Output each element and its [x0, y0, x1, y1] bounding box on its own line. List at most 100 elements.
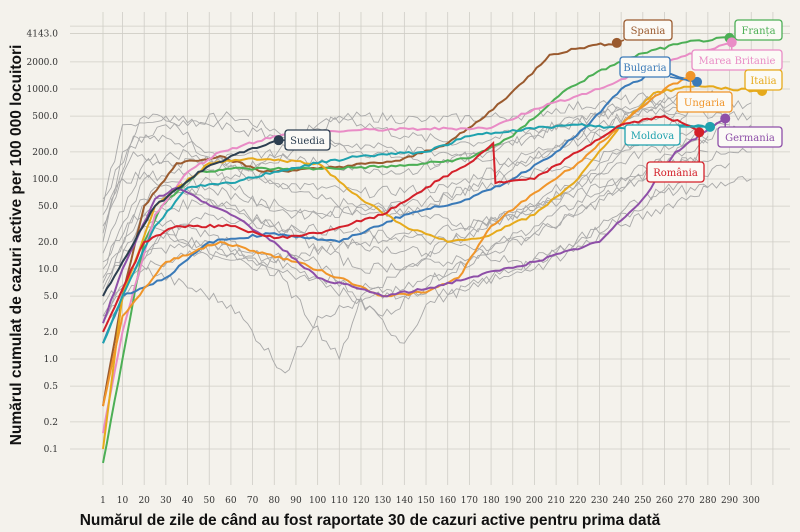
background-series-line	[102, 149, 708, 317]
x-tick-label: 150	[417, 496, 434, 506]
x-tick-label: 50	[204, 496, 216, 506]
series-line-germania	[102, 117, 726, 324]
y-tick-label: 100.0	[32, 175, 58, 185]
series-end-marker	[705, 121, 716, 132]
series-end-marker	[611, 37, 622, 48]
series-line-spania	[102, 41, 618, 407]
series-label-box	[646, 161, 705, 183]
x-tick-label: 170	[461, 496, 478, 506]
series-end-marker	[273, 135, 284, 146]
x-axis-title: Numărul de zile de când au fost raportat…	[80, 512, 661, 529]
series-line-suedia	[102, 139, 279, 297]
x-tick-label: 250	[634, 496, 651, 506]
y-tick-label: 1000.0	[27, 85, 59, 95]
background-series-line	[102, 91, 687, 278]
x-tick-label: 180	[482, 496, 499, 506]
series-label: Marea Britanie	[699, 56, 776, 67]
series-label-box	[623, 19, 673, 41]
x-tick-label: 260	[656, 496, 673, 506]
series-end-marker	[726, 37, 737, 48]
series-label: Italia	[750, 76, 776, 87]
series-labels: Spania Franța Marea Britanie Bulgaria Italia…	[273, 19, 783, 183]
x-tick-label: 270	[678, 496, 695, 506]
x-tick-label: 300	[743, 496, 760, 506]
series-end-marker	[720, 113, 731, 124]
x-tick-label: 80	[269, 496, 281, 506]
series-label: Moldova	[631, 131, 675, 142]
series-label-box	[691, 49, 783, 71]
x-tick-label: 60	[225, 496, 237, 506]
series-label-box	[619, 56, 671, 78]
x-tick-label: 200	[526, 496, 543, 506]
background-series-line	[102, 176, 752, 344]
x-tick-label: 280	[699, 496, 716, 506]
x-tick-label: 210	[548, 496, 565, 506]
x-tick-label: 70	[247, 496, 259, 506]
y-tick-label: 10.0	[38, 265, 58, 275]
y-tick-label: 4143.0	[27, 29, 59, 39]
series-line-bulgaria	[102, 71, 698, 344]
background-series-line	[102, 115, 687, 270]
series-label-box	[676, 91, 733, 113]
grid	[70, 12, 790, 485]
x-tick-label: 90	[290, 496, 302, 506]
x-tick-label: 110	[331, 496, 348, 506]
x-tick-label: 40	[182, 496, 194, 506]
series-line-românia	[102, 115, 700, 333]
series-line-italia	[102, 84, 763, 450]
series-label: Franța	[741, 26, 775, 37]
x-axis-ticks: 1 10 20 30 40 50 60 70 80 90 100 110 120 130 140 150 160…	[100, 496, 760, 506]
y-tick-label: 50.0	[38, 202, 58, 212]
y-axis-title: Numărul cumulat de cazuri active per 100…	[8, 45, 25, 446]
series-line-marea-britanie	[102, 41, 732, 434]
series-label: Ungaria	[684, 98, 725, 109]
x-tick-label: 220	[569, 496, 586, 506]
series-label-box	[624, 124, 681, 146]
x-tick-label: 290	[721, 496, 738, 506]
series-label: Spania	[631, 26, 666, 37]
series-line-ungaria	[102, 74, 691, 407]
background-series-line	[102, 104, 687, 200]
y-tick-label: 500.0	[32, 112, 58, 122]
x-tick-label: 230	[591, 496, 608, 506]
series-label: Bulgaria	[623, 63, 666, 74]
series-label-box	[284, 129, 331, 151]
x-tick-label: 100	[309, 496, 326, 506]
background-series-line	[102, 98, 752, 207]
x-tick-label: 160	[439, 496, 456, 506]
series-label-box	[717, 126, 783, 148]
background-series-line	[102, 135, 709, 317]
series-line-moldova	[102, 123, 711, 344]
y-tick-label: 1.0	[44, 355, 59, 365]
x-tick-label: 30	[160, 496, 172, 506]
background-series-line	[102, 135, 665, 254]
series-label-box	[734, 19, 783, 41]
x-tick-label: 10	[117, 496, 129, 506]
series-end-marker	[694, 127, 705, 138]
y-tick-label: 0.1	[44, 445, 58, 455]
x-tick-label: 190	[504, 496, 521, 506]
x-tick-label: 130	[374, 496, 391, 506]
y-axis-ticks: 4143.0 2000.0 1000.0 500.0 200.0 100.0 50.0 20.…	[27, 29, 59, 455]
y-tick-label: 200.0	[32, 148, 58, 158]
y-tick-label: 0.2	[44, 418, 58, 428]
y-tick-label: 5.0	[44, 292, 59, 302]
series-label: Suedia	[290, 136, 325, 147]
x-tick-label: 240	[613, 496, 630, 506]
series-end-marker	[692, 76, 703, 87]
y-tick-label: 2.0	[44, 328, 59, 338]
y-tick-label: 20.0	[38, 238, 58, 248]
x-tick-label: 120	[352, 496, 369, 506]
x-tick-label: 20	[138, 496, 150, 506]
series-label: România	[653, 168, 698, 179]
series-label: Germania	[725, 133, 775, 144]
series-end-marker	[685, 70, 696, 81]
x-tick-label: 1	[100, 496, 106, 506]
background-series-line	[102, 139, 709, 324]
y-tick-label: 0.5	[44, 382, 59, 392]
series-label-box	[744, 69, 783, 91]
y-tick-label: 2000.0	[27, 58, 59, 68]
x-tick-label: 140	[396, 496, 413, 506]
background-series-line	[102, 147, 752, 374]
